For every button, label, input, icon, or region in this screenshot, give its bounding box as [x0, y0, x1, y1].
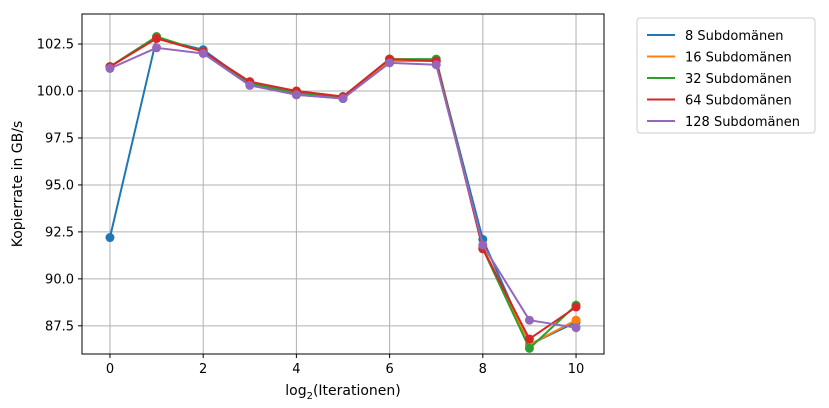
- data-point-128-subdom-nen: [198, 48, 208, 58]
- x-axis-label-rest: (Iterationen): [313, 383, 401, 399]
- series-group: [105, 32, 581, 353]
- x-axis-label-main: log: [285, 383, 306, 399]
- data-point-128-subdom-nen: [245, 80, 255, 90]
- legend-label-128-subdom-nen: 128 Subdomänen: [685, 115, 800, 130]
- legend-label-8-subdom-nen: 8 Subdomänen: [685, 29, 783, 44]
- data-point-128-subdom-nen: [431, 60, 441, 70]
- x-tick-label: 4: [292, 362, 300, 377]
- data-point-128-subdom-nen: [291, 90, 301, 100]
- legend: 8 Subdomänen 16 Subdomänen 32 Subdomänen 64…: [636, 17, 816, 134]
- y-tick-label: 95.0: [45, 178, 74, 193]
- y-axis-ticks: 87.5 90.0 92.5 95.0 97.5 100.0 102.5: [37, 38, 82, 334]
- data-point-64-subdom-nen: [524, 334, 534, 344]
- data-point-64-subdom-nen: [571, 302, 581, 312]
- data-point-16-subdom-nen: [571, 315, 581, 325]
- data-point-128-subdom-nen: [152, 43, 162, 53]
- x-tick-label: 10: [568, 362, 585, 377]
- legend-label-64-subdom-nen: 64 Subdomänen: [685, 94, 792, 109]
- y-tick-label: 92.5: [45, 225, 74, 240]
- x-axis-label: log2(Iterationen): [285, 383, 401, 402]
- x-axis-label-sub: 2: [307, 391, 313, 402]
- data-point-128-subdom-nen: [385, 58, 395, 68]
- x-tick-label: 0: [106, 362, 114, 377]
- y-tick-label: 100.0: [37, 85, 74, 100]
- data-point-128-subdom-nen: [524, 315, 534, 325]
- x-tick-label: 8: [479, 362, 487, 377]
- data-point-128-subdom-nen: [571, 323, 581, 333]
- y-tick-label: 102.5: [37, 38, 74, 53]
- y-tick-label: 87.5: [45, 319, 74, 334]
- data-point-8-subdom-nen: [105, 233, 115, 243]
- legend-frame: [636, 17, 816, 134]
- y-axis-label: Kopierrate in GB/s: [10, 121, 26, 248]
- data-point-32-subdom-nen: [524, 343, 534, 353]
- data-point-128-subdom-nen: [338, 94, 348, 104]
- data-point-128-subdom-nen: [105, 63, 115, 73]
- x-axis-ticks: 0 2 4 6 8 10: [106, 354, 584, 377]
- data-point-64-subdom-nen: [152, 33, 162, 43]
- x-tick-label: 2: [199, 362, 207, 377]
- legend-label-16-subdom-nen: 16 Subdomänen: [685, 51, 792, 66]
- y-tick-label: 97.5: [45, 131, 74, 146]
- legend-label-32-subdom-nen: 32 Subdomänen: [685, 72, 792, 87]
- y-tick-label: 90.0: [45, 272, 74, 287]
- x-tick-label: 6: [385, 362, 393, 377]
- plot-frame: [81, 13, 605, 355]
- data-point-128-subdom-nen: [478, 240, 488, 250]
- grid: [82, 14, 604, 354]
